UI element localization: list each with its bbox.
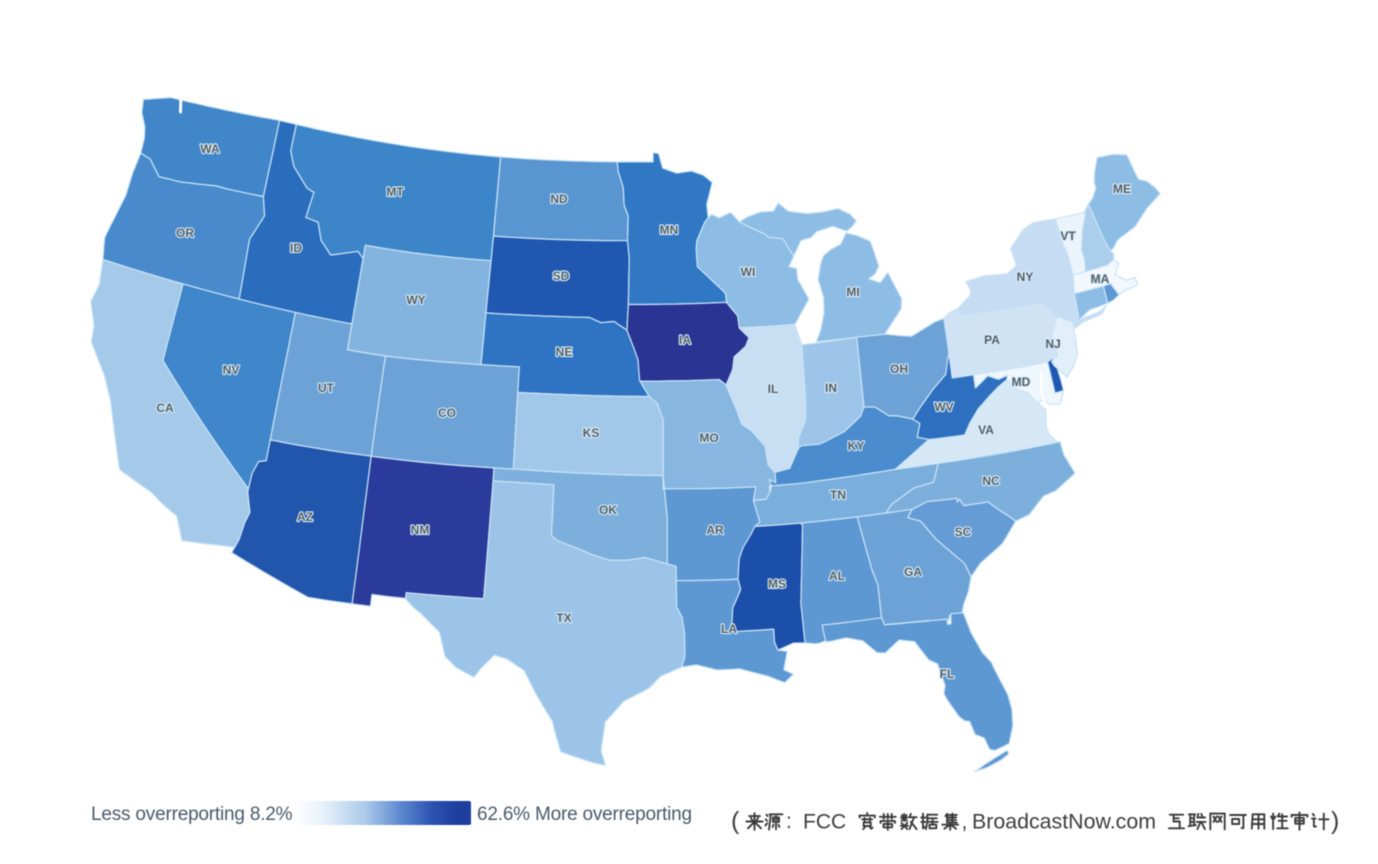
svg-text:MD: MD — [1012, 375, 1031, 389]
svg-text:NV: NV — [223, 363, 240, 377]
svg-text:FL: FL — [940, 667, 955, 681]
svg-text:CO: CO — [438, 406, 456, 420]
svg-text::: : — [786, 810, 792, 833]
svg-text:IL: IL — [768, 382, 779, 396]
svg-text:MS: MS — [768, 577, 786, 591]
svg-text:NM: NM — [411, 523, 430, 537]
svg-text:NJ: NJ — [1045, 337, 1060, 351]
svg-text:AR: AR — [706, 523, 724, 537]
svg-text:TN: TN — [830, 488, 846, 502]
svg-text:MI: MI — [846, 285, 859, 299]
svg-text:IN: IN — [825, 381, 837, 395]
svg-text:MA: MA — [1091, 272, 1110, 286]
svg-text:WA: WA — [200, 142, 220, 156]
svg-text:KY: KY — [848, 439, 865, 453]
svg-text:VA: VA — [978, 423, 994, 437]
svg-text:FCC: FCC — [803, 811, 846, 834]
svg-text:ID: ID — [290, 241, 302, 255]
svg-text:PA: PA — [984, 333, 1000, 347]
svg-text:WY: WY — [406, 293, 425, 307]
svg-text:WV: WV — [934, 400, 953, 414]
svg-text:MO: MO — [699, 431, 718, 445]
svg-text:(: ( — [731, 807, 740, 835]
svg-text:NC: NC — [982, 474, 1000, 488]
svg-text:Less overreporting 8.2%: Less overreporting 8.2% — [91, 804, 293, 825]
svg-text:AZ: AZ — [297, 510, 313, 524]
svg-text:NY: NY — [1017, 270, 1034, 284]
svg-text:SC: SC — [955, 525, 972, 539]
svg-text:LA: LA — [721, 622, 737, 636]
svg-text:UT: UT — [318, 381, 335, 395]
svg-text:NE: NE — [556, 345, 573, 359]
svg-text:OK: OK — [599, 503, 617, 517]
svg-text:KS: KS — [583, 426, 600, 440]
svg-text:OR: OR — [176, 226, 194, 240]
svg-text:IA: IA — [679, 333, 691, 347]
svg-text:MT: MT — [386, 185, 404, 199]
svg-text:,: , — [962, 811, 968, 834]
svg-text:ND: ND — [550, 192, 568, 206]
svg-text:MN: MN — [660, 223, 679, 237]
svg-text:SD: SD — [553, 269, 570, 283]
svg-text:62.6% More overreporting: 62.6% More overreporting — [477, 804, 692, 825]
svg-text:VT: VT — [1060, 229, 1076, 243]
svg-text:WI: WI — [741, 265, 756, 279]
svg-text:): ) — [1331, 807, 1339, 835]
svg-text:BroadcastNow.com: BroadcastNow.com — [972, 811, 1156, 834]
svg-text:AL: AL — [829, 569, 845, 583]
svg-text:OH: OH — [890, 362, 908, 376]
svg-text:GA: GA — [904, 565, 922, 579]
svg-text:TX: TX — [556, 611, 571, 625]
svg-text:CA: CA — [156, 401, 174, 415]
svg-text:ME: ME — [1113, 182, 1131, 196]
